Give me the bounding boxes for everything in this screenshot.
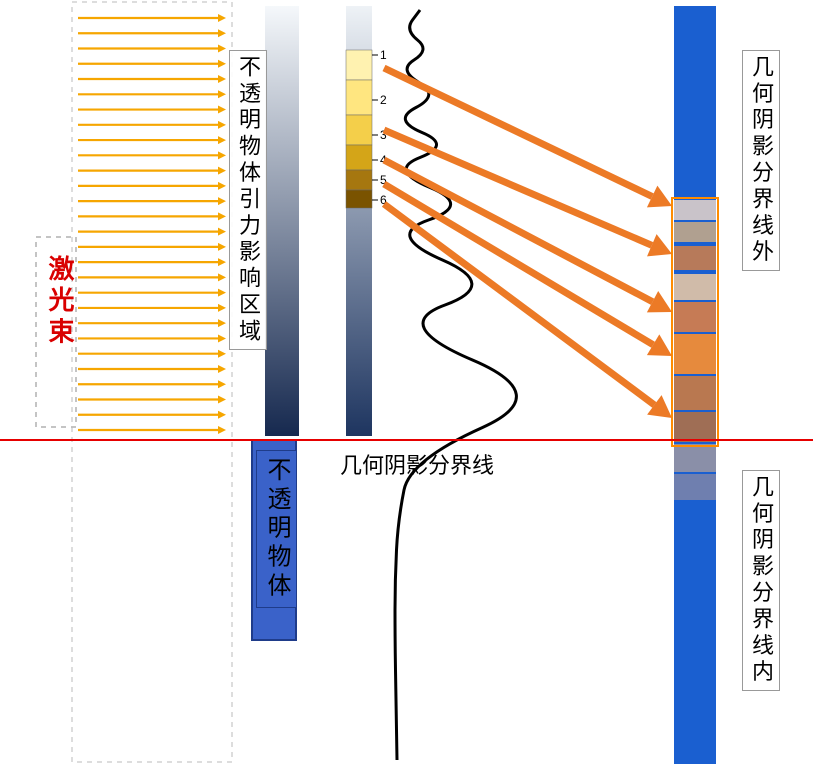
scale-band xyxy=(346,50,372,80)
label-outside-shadow: 几何阴影分界线外 xyxy=(742,50,780,271)
scale-band xyxy=(346,190,372,208)
laser-arrow-head xyxy=(218,121,226,129)
scale-tick-label: 1 xyxy=(380,48,387,62)
laser-arrow-head xyxy=(218,14,226,22)
label-text: 几何阴影分界线 xyxy=(340,453,494,478)
laser-arrow-head xyxy=(218,151,226,159)
label-laser-beam: 激光束 xyxy=(42,255,79,349)
laser-arrow-head xyxy=(218,395,226,403)
scale-band xyxy=(346,145,372,170)
screen-band xyxy=(674,474,716,500)
label-text: 不透明物体 xyxy=(263,457,290,601)
laser-arrow-head xyxy=(218,182,226,190)
laser-arrow-head xyxy=(218,228,226,236)
laser-arrow-head xyxy=(218,289,226,297)
label-inside-shadow: 几何阴影分界线内 xyxy=(742,470,780,691)
label-text: 激光束 xyxy=(45,255,75,349)
label-text: 不透明物体引力影响区域 xyxy=(236,55,261,345)
laser-arrow-head xyxy=(218,304,226,312)
laser-arrow-head xyxy=(218,75,226,83)
scale-band xyxy=(346,80,372,115)
label-shadow-boundary: 几何阴影分界线 xyxy=(340,448,494,480)
laser-arrow-head xyxy=(218,426,226,434)
laser-arrow-head xyxy=(218,334,226,342)
screen-band xyxy=(674,412,716,442)
laser-arrow-head xyxy=(218,106,226,114)
screen-band xyxy=(674,302,716,332)
label-text: 几何阴影分界线内 xyxy=(749,475,774,686)
laser-arrow-head xyxy=(218,350,226,358)
screen-band xyxy=(674,444,716,472)
screen-band xyxy=(674,376,716,410)
laser-arrow-head xyxy=(218,380,226,388)
screen-band xyxy=(674,200,716,220)
laser-arrow-head xyxy=(218,319,226,327)
label-opaque-body: 不透明物体 xyxy=(256,450,297,608)
scale-band xyxy=(346,170,372,190)
influence-gradient-bar xyxy=(265,6,299,436)
screen-band xyxy=(674,274,716,300)
laser-arrow-head xyxy=(218,212,226,220)
laser-arrow-head xyxy=(218,197,226,205)
label-text: 几何阴影分界线外 xyxy=(749,55,774,266)
laser-arrow-head xyxy=(218,365,226,373)
screen-band xyxy=(674,246,716,270)
laser-arrow-head xyxy=(218,258,226,266)
scale-band xyxy=(346,115,372,145)
scale-tick-label: 2 xyxy=(380,93,387,107)
screen-band xyxy=(674,222,716,242)
dashed-box xyxy=(72,2,232,762)
laser-arrow-head xyxy=(218,60,226,68)
laser-arrow-head xyxy=(218,90,226,98)
laser-arrow-head xyxy=(218,243,226,251)
laser-arrow-head xyxy=(218,45,226,53)
laser-arrow-head xyxy=(218,29,226,37)
diagram-canvas: 123456 xyxy=(0,0,813,770)
screen-band xyxy=(674,334,716,374)
laser-arrow-head xyxy=(218,136,226,144)
label-influence-region: 不透明物体引力影响区域 xyxy=(229,50,267,350)
laser-arrow-head xyxy=(218,411,226,419)
laser-arrow-head xyxy=(218,273,226,281)
laser-arrow-head xyxy=(218,167,226,175)
